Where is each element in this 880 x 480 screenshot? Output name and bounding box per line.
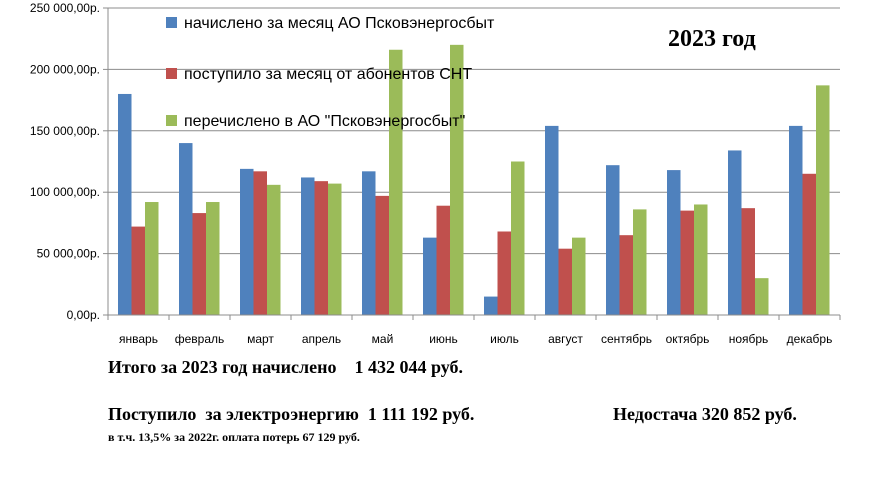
- x-axis-ticks: январь февраль март апрель май июнь июль август…: [107, 315, 841, 346]
- bar: [497, 231, 511, 315]
- bar: [301, 177, 315, 315]
- y-tick-label: 0,00р.: [67, 308, 100, 322]
- bar: [511, 161, 525, 315]
- bar: [694, 204, 708, 315]
- bar: [558, 248, 572, 315]
- x-tick-label: март: [247, 332, 274, 346]
- bar: [545, 125, 559, 315]
- bar: [606, 165, 620, 315]
- legend: начислено за месяц АО Псковэнергосбыт пос…: [166, 15, 495, 130]
- legend-label: начислено за месяц АО Псковэнергосбыт: [184, 15, 495, 32]
- bar: [802, 173, 816, 315]
- x-tick-label: январь: [119, 332, 158, 346]
- bar: [267, 184, 281, 315]
- x-tick-label: июнь: [429, 332, 458, 346]
- bar: [680, 210, 694, 315]
- legend-swatch: [166, 115, 177, 126]
- y-tick-label: 50 000,00р.: [37, 247, 100, 261]
- bar: [362, 171, 376, 315]
- x-tick-label: май: [372, 332, 394, 346]
- received-line: Поступило за электроэнергию 1 111 192 ру…: [108, 404, 475, 424]
- bar: [145, 202, 159, 315]
- legend-label: перечислено в АО "Псковэнергосбыт": [184, 113, 465, 130]
- bar: [484, 296, 498, 315]
- bar: [755, 278, 769, 315]
- bar: [179, 143, 193, 315]
- x-tick-label: февраль: [175, 332, 225, 346]
- y-tick-label: 200 000,00р.: [30, 62, 100, 76]
- y-tick-label: 150 000,00р.: [30, 124, 100, 138]
- bar: [816, 85, 830, 315]
- axes: [107, 8, 840, 316]
- shortage-line: Недостача 320 852 руб.: [613, 404, 797, 424]
- bar: [619, 235, 633, 315]
- x-tick-label: апрель: [302, 332, 341, 346]
- bar-chart: 0,00р. 50 000,00р. 100 000,00р. 150 000,00р…: [30, 1, 841, 346]
- x-tick-label: сентябрь: [601, 332, 652, 346]
- y-axis-ticks: 0,00р. 50 000,00р. 100 000,00р. 150 000,00р…: [30, 1, 108, 322]
- bar: [741, 208, 755, 315]
- bar: [206, 202, 220, 315]
- bar: [375, 195, 389, 315]
- y-tick-label: 100 000,00р.: [30, 185, 100, 199]
- bar: [423, 237, 437, 315]
- bar: [253, 171, 267, 315]
- total-accrued-line: Итого за 2023 год начислено 1 432 044 ру…: [108, 357, 464, 377]
- x-tick-label: декабрь: [787, 332, 833, 346]
- bar: [789, 125, 803, 315]
- bar: [314, 181, 328, 315]
- legend-swatch: [166, 17, 177, 28]
- bar: [436, 205, 450, 315]
- bar: [240, 168, 254, 315]
- bar: [667, 170, 681, 315]
- bars: [118, 44, 830, 316]
- bar: [572, 237, 586, 315]
- bar: [118, 93, 132, 316]
- bar: [450, 44, 464, 316]
- bar: [389, 49, 403, 315]
- bar: [131, 226, 145, 315]
- chart-title: 2023 год: [668, 26, 756, 52]
- legend-swatch: [166, 68, 177, 79]
- legend-label: поступило за месяц от абонентов СНТ: [184, 66, 472, 83]
- note-line: в т.ч. 13,5% за 2022г. оплата потерь 67 …: [108, 430, 360, 444]
- x-tick-label: октябрь: [666, 332, 710, 346]
- bar: [328, 183, 342, 315]
- y-tick-label: 250 000,00р.: [30, 1, 100, 15]
- x-tick-label: август: [548, 332, 583, 346]
- x-tick-label: июль: [490, 332, 519, 346]
- bar: [633, 209, 647, 315]
- bar: [728, 150, 742, 315]
- bar: [192, 213, 206, 315]
- x-tick-label: ноябрь: [729, 332, 769, 346]
